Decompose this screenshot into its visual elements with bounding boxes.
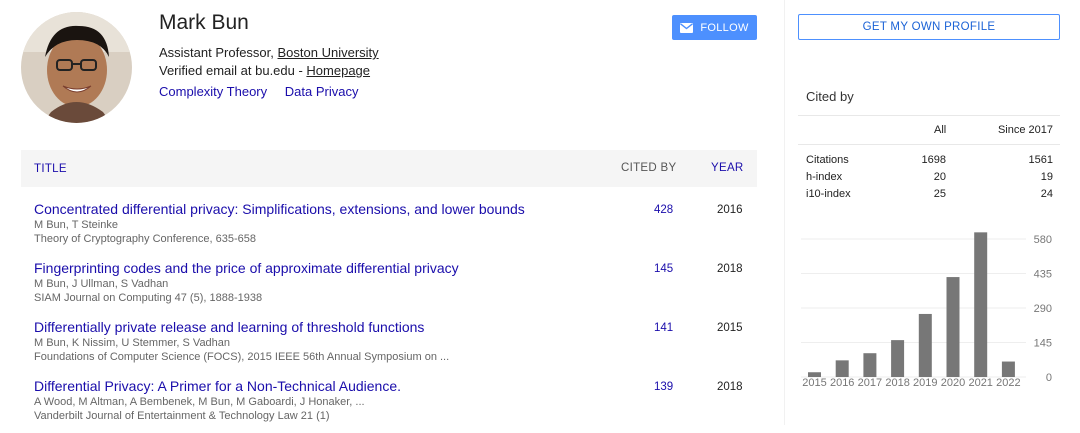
article-title[interactable]: Differential Privacy: A Primer for a Non…: [34, 378, 402, 394]
chart-x-tick-label: 2017: [858, 377, 882, 389]
article-authors: M Bun, T Steinke: [34, 219, 118, 231]
profile-name: Mark Bun: [159, 11, 249, 34]
chart-bar[interactable]: [918, 313, 932, 377]
affiliation-link[interactable]: Boston University: [277, 45, 379, 60]
chart-y-tick-label: 580: [1034, 234, 1052, 246]
affiliation-prefix: Assistant Professor,: [159, 45, 278, 60]
stats-col-all: All: [934, 124, 947, 136]
get-my-own-profile-button[interactable]: GET MY OWN PROFILE: [798, 14, 1060, 40]
article-cited-count[interactable]: 139: [654, 381, 674, 393]
chart-x-tick-label: 2022: [996, 377, 1020, 389]
interest-link-data-privacy[interactable]: Data Privacy: [284, 84, 359, 99]
stats-label[interactable]: h-index: [806, 171, 843, 183]
sort-by-year[interactable]: YEAR: [711, 162, 744, 174]
article-title[interactable]: Concentrated differential privacy: Simpl…: [34, 201, 525, 217]
article-venue: SIAM Journal on Computing 47 (5), 1888-1…: [34, 292, 263, 304]
article-cited-count[interactable]: 141: [654, 322, 674, 334]
article-year: 2018: [717, 381, 743, 393]
stats-row-h-index: h-index 20 19: [798, 169, 1060, 186]
chart-y-tick-label: 145: [1034, 338, 1052, 350]
chart-bar[interactable]: [1001, 361, 1015, 377]
stats-since-value: 19: [1040, 171, 1053, 183]
article-year: 2018: [717, 263, 743, 275]
stats-all-value: 1698: [921, 154, 946, 166]
chart-x-tick-label: 2019: [913, 377, 937, 389]
article-row: Differential Privacy: A Primer for a Non…: [34, 378, 754, 433]
chart-bar[interactable]: [891, 340, 905, 377]
article-title[interactable]: Fingerprinting codes and the price of ap…: [34, 260, 459, 276]
follow-button-label: FOLLOW: [700, 21, 749, 34]
chart-y-tick-label: 0: [1046, 372, 1052, 384]
article-cited-count[interactable]: 145: [654, 263, 674, 275]
chart-bar[interactable]: [974, 232, 988, 377]
sort-by-title[interactable]: TITLE: [34, 163, 67, 175]
stats-since-value: 24: [1040, 188, 1053, 200]
article-year: 2016: [717, 204, 743, 216]
article-row: Differentially private release and learn…: [34, 319, 754, 374]
chart-bar[interactable]: [835, 360, 849, 377]
mail-icon: [680, 22, 694, 33]
article-venue: Vanderbilt Journal of Entertainment & Te…: [34, 410, 330, 422]
chart-x-tick-label: 2015: [802, 377, 826, 389]
article-authors: M Bun, K Nissim, U Stemmer, S Vadhan: [34, 337, 231, 349]
stats-header-row: All Since 2017: [798, 115, 1060, 145]
articles-table-header: TITLE CITED BY YEAR: [21, 150, 757, 187]
chart-bar[interactable]: [863, 353, 877, 377]
profile-photo: [21, 12, 132, 123]
article-row: Fingerprinting codes and the price of ap…: [34, 260, 754, 315]
chart-bar[interactable]: [808, 372, 821, 377]
chart-y-tick-label: 290: [1034, 303, 1052, 315]
stats-all-value: 20: [933, 171, 946, 183]
article-venue: Foundations of Computer Science (FOCS), …: [34, 351, 450, 363]
stats-label[interactable]: i10-index: [806, 188, 851, 200]
chart-bar[interactable]: [946, 277, 960, 377]
interest-link-complexity-theory[interactable]: Complexity Theory: [159, 84, 268, 99]
citation-stats-table: All Since 2017 Citations 1698 1561 h-ind…: [798, 115, 1060, 203]
chart-x-tick-label: 2016: [830, 377, 854, 389]
article-year: 2015: [717, 322, 743, 334]
chart-y-tick-label: 435: [1034, 269, 1052, 281]
profile-affiliation: Assistant Professor, Boston University: [159, 45, 379, 60]
article-title[interactable]: Differentially private release and learn…: [34, 319, 425, 335]
article-authors: A Wood, M Altman, A Bembenek, M Bun, M G…: [34, 396, 365, 408]
email-text: Verified email at bu.edu -: [159, 63, 307, 78]
chart-x-tick-label: 2021: [968, 377, 992, 389]
article-venue: Theory of Cryptography Conference, 635-6…: [34, 233, 256, 245]
stats-row-i10-index: i10-index 25 24: [798, 186, 1060, 203]
article-cited-count[interactable]: 428: [654, 204, 674, 216]
research-interests: Complexity Theory Data Privacy: [159, 84, 372, 99]
stats-row-citations: Citations 1698 1561: [798, 152, 1060, 169]
sidebar-divider: [784, 0, 785, 425]
homepage-link[interactable]: Homepage: [306, 63, 371, 78]
chart-x-tick-label: 2020: [941, 377, 965, 389]
article-authors: M Bun, J Ullman, S Vadhan: [34, 278, 169, 290]
cited-by-title: Cited by: [806, 89, 854, 104]
stats-since-value: 1561: [1028, 154, 1053, 166]
stats-label[interactable]: Citations: [806, 154, 849, 166]
stats-col-since: Since 2017: [997, 124, 1053, 136]
chart-x-tick-label: 2018: [885, 377, 909, 389]
profile-email: Verified email at bu.edu - Homepage: [159, 63, 370, 78]
stats-all-value: 25: [933, 188, 946, 200]
follow-button[interactable]: FOLLOW: [672, 15, 757, 40]
sort-by-cited-by[interactable]: CITED BY: [621, 162, 677, 174]
article-row: Concentrated differential privacy: Simpl…: [34, 201, 754, 256]
